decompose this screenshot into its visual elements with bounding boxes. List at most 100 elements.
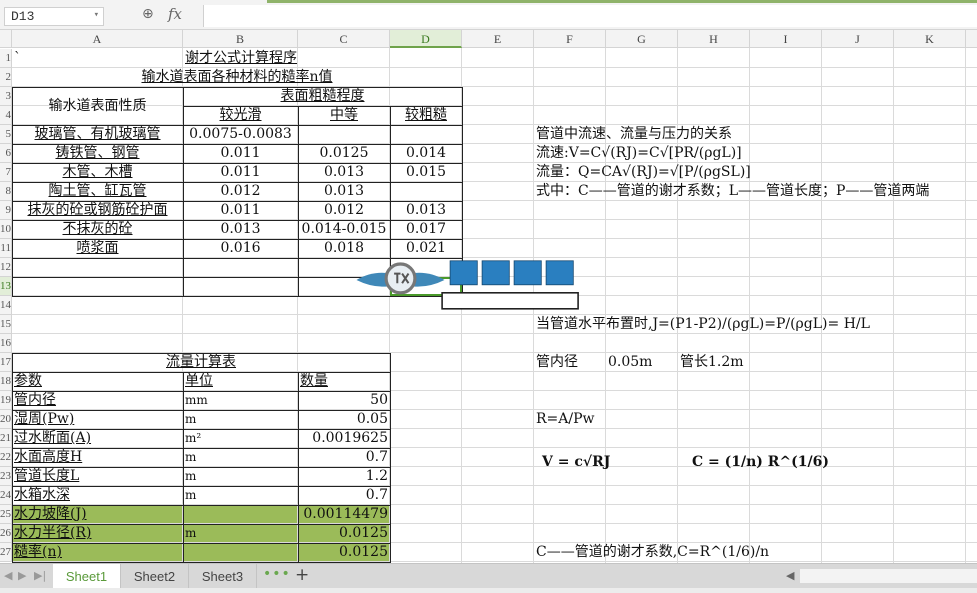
cell-c10[interactable]: 0.014-0.015	[301, 221, 387, 237]
cell-a9[interactable]: 抹灰的砼或钢筋砼护面	[27, 202, 168, 218]
row-header[interactable]: 3	[0, 87, 12, 106]
row-header[interactable]: 2	[0, 68, 12, 87]
row-header[interactable]: 1	[0, 49, 12, 68]
cell-b6[interactable]: 0.011	[220, 145, 261, 161]
cell-c20[interactable]: 0.05	[356, 411, 388, 427]
cell-a21[interactable]: 过水断面(A)	[14, 430, 92, 446]
cell-c7[interactable]: 0.013	[323, 164, 365, 180]
cell-h17[interactable]: 管长1.2m	[680, 354, 744, 370]
column-header-c[interactable]: C	[298, 30, 390, 48]
cell-a22[interactable]: 水面高度H	[14, 449, 83, 465]
cell-a5[interactable]: 玻璃管、有机玻璃管	[34, 126, 161, 142]
cell-a24[interactable]: 水箱水深	[14, 487, 70, 503]
column-header-e[interactable]: E	[462, 30, 534, 48]
row-header[interactable]: 19	[0, 391, 12, 410]
cell-f17[interactable]: 管内径	[536, 354, 578, 370]
cell-a2[interactable]: 输水道表面各种材料的糙率n值	[141, 69, 333, 85]
more-sheets-button[interactable]: •••	[263, 566, 291, 582]
column-header-d[interactable]: D	[390, 30, 462, 48]
column-header-l[interactable]: L	[966, 30, 977, 48]
cell-b22[interactable]: m	[185, 450, 197, 464]
scroll-left-icon[interactable]: ◀	[786, 569, 795, 582]
cell-a19[interactable]: 管内径	[14, 392, 56, 408]
row-header[interactable]: 21	[0, 429, 12, 448]
column-header-g[interactable]: G	[606, 30, 678, 48]
cell-c24[interactable]: 0.7	[365, 487, 388, 503]
cell-a17[interactable]: 流量计算表	[166, 354, 236, 370]
cell-c26[interactable]: 0.0125	[339, 525, 388, 541]
cell-c21[interactable]: 0.0019625	[312, 430, 388, 446]
add-sheet-button[interactable]: +	[295, 565, 310, 585]
row-header[interactable]: 8	[0, 182, 12, 201]
cell-a11[interactable]: 喷浆面	[76, 240, 119, 256]
cell-a1[interactable]: `	[14, 50, 21, 66]
zoom-icon[interactable]: ⊕	[142, 6, 154, 22]
row-header[interactable]: 10	[0, 220, 12, 239]
row-header[interactable]: 11	[0, 239, 12, 258]
cell-b1[interactable]: 谢才公式计算程序	[185, 50, 297, 66]
select-all-corner[interactable]	[0, 30, 12, 48]
column-header-f[interactable]: F	[534, 30, 606, 48]
cell-c22[interactable]: 0.7	[365, 449, 388, 465]
cell-c23[interactable]: 1.2	[365, 468, 388, 484]
column-header-j[interactable]: J	[822, 30, 894, 48]
cell-f6[interactable]: 流速:V=C√(RJ)=C√[PR/(ρgL)]	[536, 145, 742, 161]
next-sheet-icon[interactable]: ▶	[18, 569, 27, 582]
row-header[interactable]: 18	[0, 372, 12, 391]
cell-d10[interactable]: 0.017	[405, 221, 447, 237]
cell-c9[interactable]: 0.012	[323, 202, 365, 218]
cell-a7[interactable]: 木管、木槽	[62, 164, 133, 180]
cell-b10[interactable]: 0.013	[220, 221, 261, 237]
column-header-b[interactable]: B	[183, 30, 298, 48]
cell-b19[interactable]: mm	[185, 393, 208, 407]
cell-a8[interactable]: 陶土管、缸瓦管	[48, 183, 147, 199]
cell-b18[interactable]: 单位	[185, 373, 213, 389]
cell-b21[interactable]: m²	[185, 431, 202, 445]
cell-c25[interactable]: 0.00114479	[303, 506, 388, 522]
row-header[interactable]: 26	[0, 524, 12, 543]
cell-c19[interactable]: 50	[370, 392, 388, 408]
cell-b5[interactable]: 0.0075-0.0083	[189, 126, 292, 142]
cell-c8[interactable]: 0.013	[323, 183, 365, 199]
row-header[interactable]: 13	[0, 277, 12, 296]
first-sheet-icon[interactable]: ◀	[4, 569, 13, 582]
cell-f5[interactable]: 管道中流速、流量与压力的关系	[536, 126, 732, 142]
cell-f8[interactable]: 式中：C——管道的谢才系数；L——管道长度；P——管道两端	[536, 183, 930, 199]
cell-b23[interactable]: m	[185, 469, 197, 483]
cell-b20[interactable]: m	[185, 412, 197, 426]
row-header[interactable]: 16	[0, 334, 12, 353]
row-header[interactable]: 24	[0, 486, 12, 505]
column-header-i[interactable]: I	[750, 30, 822, 48]
cell-f20[interactable]: R=A/Pw	[536, 411, 595, 427]
formula-input[interactable]	[203, 5, 977, 27]
chevron-down-icon[interactable]: ▾	[93, 10, 99, 20]
tab-sheet3[interactable]: Sheet3	[189, 564, 257, 589]
cell-c18[interactable]: 数量	[300, 373, 328, 389]
cell-b24[interactable]: m	[185, 488, 197, 502]
cell-g17[interactable]: 0.05m	[608, 354, 653, 370]
row-header[interactable]: 15	[0, 315, 12, 334]
last-sheet-icon[interactable]: ▶|	[34, 569, 47, 582]
cell-c6[interactable]: 0.0125	[319, 145, 369, 161]
cell-b8[interactable]: 0.012	[220, 183, 261, 199]
row-header[interactable]: 12	[0, 258, 12, 277]
row-header[interactable]: 14	[0, 296, 12, 315]
cell-a20[interactable]: 湿周(Pw)	[14, 411, 75, 427]
row-header[interactable]: 6	[0, 144, 12, 163]
row-header[interactable]: 25	[0, 505, 12, 524]
cell-f27[interactable]: C——管道的谢才系数,C=R^(1/6)/n	[536, 544, 770, 560]
cell-c4[interactable]: 中等	[330, 107, 358, 123]
cell-d11[interactable]: 0.021	[405, 240, 447, 256]
cell-b11[interactable]: 0.016	[220, 240, 261, 256]
cell-d4[interactable]: 较粗糙	[405, 107, 447, 123]
tab-sheet1[interactable]: Sheet1	[53, 564, 121, 589]
cell-b9[interactable]: 0.011	[220, 202, 261, 218]
cell-f15[interactable]: 当管道水平布置时,J=(P1-P2)/(ρgL)=P/(ρgL)= H/L	[536, 316, 870, 332]
row-header[interactable]: 23	[0, 467, 12, 486]
cell-b3[interactable]: 表面粗糙程度	[280, 88, 365, 104]
cell-a18[interactable]: 参数	[14, 373, 42, 389]
cell-d6[interactable]: 0.014	[405, 145, 447, 161]
row-header[interactable]: 20	[0, 410, 12, 429]
row-header[interactable]: 5	[0, 125, 12, 144]
cell-d7[interactable]: 0.015	[405, 164, 447, 180]
